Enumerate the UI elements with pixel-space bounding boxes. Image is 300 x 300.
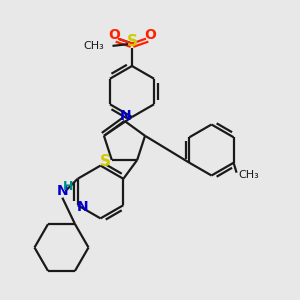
Text: N: N <box>56 184 68 198</box>
Text: S: S <box>127 34 137 50</box>
Text: N: N <box>76 200 88 214</box>
Text: S: S <box>100 154 111 169</box>
Text: O: O <box>144 28 156 42</box>
Text: N: N <box>120 109 132 123</box>
Text: CH₃: CH₃ <box>83 41 104 51</box>
Text: H: H <box>62 180 73 194</box>
Text: CH₃: CH₃ <box>238 170 259 180</box>
Text: O: O <box>108 28 120 42</box>
